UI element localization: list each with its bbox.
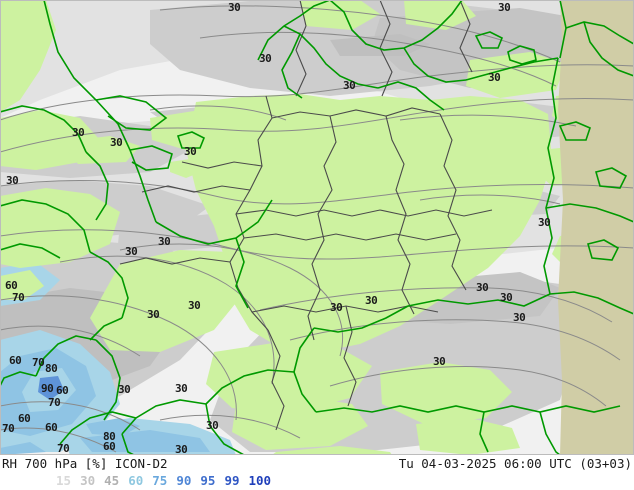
colorbar-tick-90: 90 bbox=[176, 473, 192, 488]
country-borders bbox=[0, 0, 634, 455]
contour-label: 30 bbox=[476, 281, 489, 294]
contour-label: 30 bbox=[125, 245, 138, 258]
contour-label: 30 bbox=[365, 294, 378, 307]
contour-label: 30 bbox=[513, 311, 526, 324]
contour-label: 30 bbox=[343, 79, 356, 92]
contour-label: 30 bbox=[259, 52, 272, 65]
colorbar-tick-100: 100 bbox=[248, 473, 272, 488]
contour-label: 30 bbox=[6, 174, 19, 187]
outside-domain-mask bbox=[558, 0, 634, 455]
contour-label: 60 bbox=[103, 440, 116, 453]
contour-label: 70 bbox=[12, 291, 25, 304]
contour-label: 60 bbox=[9, 354, 22, 367]
contour-label: 30 bbox=[110, 136, 123, 149]
contour-label: 30 bbox=[175, 382, 188, 395]
contour-label: 70 bbox=[32, 356, 45, 369]
rh-fill-blue bbox=[0, 262, 236, 455]
contour-label: 30 bbox=[433, 355, 446, 368]
colorbar-tick-75: 75 bbox=[152, 473, 168, 488]
product-title: RH 700 hPa [%] ICON-D2 bbox=[2, 456, 168, 471]
contour-lines bbox=[0, 5, 634, 453]
colorbar-tick-labels: 15 30 45 60 75 90 95 99 100 bbox=[56, 474, 280, 488]
colorbar-tick-15: 15 bbox=[56, 473, 72, 488]
contour-label: 30 bbox=[147, 308, 160, 321]
map-svg bbox=[0, 0, 634, 455]
contour-label: 30 bbox=[330, 301, 343, 314]
contour-label: 30 bbox=[500, 291, 513, 304]
contour-label: 80 bbox=[45, 362, 58, 375]
footer-bar: RH 700 hPa [%] ICON-D2 Tu 04-03-2025 06:… bbox=[0, 455, 634, 490]
contour-label: 70 bbox=[57, 442, 70, 455]
run-timestamp: Tu 04-03-2025 06:00 UTC (03+03) bbox=[398, 456, 632, 471]
contour-label: 30 bbox=[498, 1, 511, 14]
contour-label: 30 bbox=[188, 299, 201, 312]
contour-label: 30 bbox=[488, 71, 501, 84]
contour-label: 30 bbox=[118, 383, 131, 396]
contour-label: 80 bbox=[103, 430, 116, 443]
contour-label: 30 bbox=[228, 1, 241, 14]
colorbar-tick-95: 95 bbox=[200, 473, 216, 488]
contour-label: 60 bbox=[56, 384, 69, 397]
contour-label: 30 bbox=[72, 126, 85, 139]
contour-label: 60 bbox=[45, 421, 58, 434]
colorbar-tick-30: 30 bbox=[80, 473, 96, 488]
colorbar-tick-99: 99 bbox=[224, 473, 240, 488]
contour-label: 70 bbox=[48, 396, 61, 409]
contour-label: 70 bbox=[2, 422, 15, 435]
colorbar-tick-60: 60 bbox=[128, 473, 144, 488]
contour-label: 30 bbox=[184, 145, 197, 158]
contour-label: 90 bbox=[41, 382, 54, 395]
colorbar-tick-45: 45 bbox=[104, 473, 120, 488]
contour-label: 30 bbox=[158, 235, 171, 248]
contour-label: 30 bbox=[206, 419, 219, 432]
map-canvas[interactable]: 30 30 30 30 30 30 30 30 30 30 30 30 30 30 30 30 30 30 30 30… bbox=[0, 0, 634, 455]
contour-label: 30 bbox=[538, 216, 551, 229]
contour-label: 30 bbox=[175, 443, 188, 455]
contour-label: 60 bbox=[5, 279, 18, 292]
contour-label: 60 bbox=[18, 412, 31, 425]
